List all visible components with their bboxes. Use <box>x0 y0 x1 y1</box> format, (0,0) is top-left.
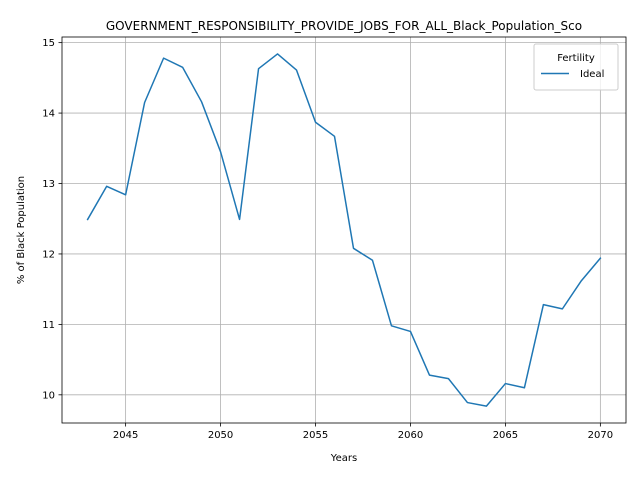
x-tick-label: 2050 <box>208 430 233 441</box>
x-tick-label: 2070 <box>588 430 613 441</box>
legend-title: Fertility <box>557 53 595 64</box>
y-tick-label: 14 <box>42 109 55 120</box>
y-tick-label: 11 <box>42 320 55 331</box>
y-tick-label: 15 <box>42 38 55 49</box>
y-axis-title: % of Black Population <box>16 176 27 284</box>
chart-title: GOVERNMENT_RESPONSIBILITY_PROVIDE_JOBS_F… <box>106 19 582 33</box>
x-axis-ticks: 2045 2050 2055 2060 2065 2070 <box>113 423 613 441</box>
series-line-ideal <box>86 53 602 407</box>
y-axis-ticks: 10 11 12 13 14 15 <box>42 38 62 401</box>
y-tick-label: 10 <box>42 390 55 401</box>
x-tick-label: 2045 <box>113 430 138 441</box>
legend-items: Ideal <box>541 69 604 80</box>
series-layer <box>86 53 602 407</box>
x-tick-label: 2055 <box>303 430 328 441</box>
x-tick-label: 2065 <box>493 430 518 441</box>
grid-layer <box>62 37 626 423</box>
x-axis-title: Years <box>330 453 357 464</box>
legend-label: Ideal <box>580 69 604 80</box>
x-tick-label: 2060 <box>398 430 423 441</box>
legend-box <box>533 43 619 91</box>
plot-frame <box>61 36 627 424</box>
legend: Fertility Ideal <box>533 43 619 91</box>
y-tick-label: 12 <box>42 249 55 260</box>
y-tick-label: 13 <box>42 179 55 190</box>
